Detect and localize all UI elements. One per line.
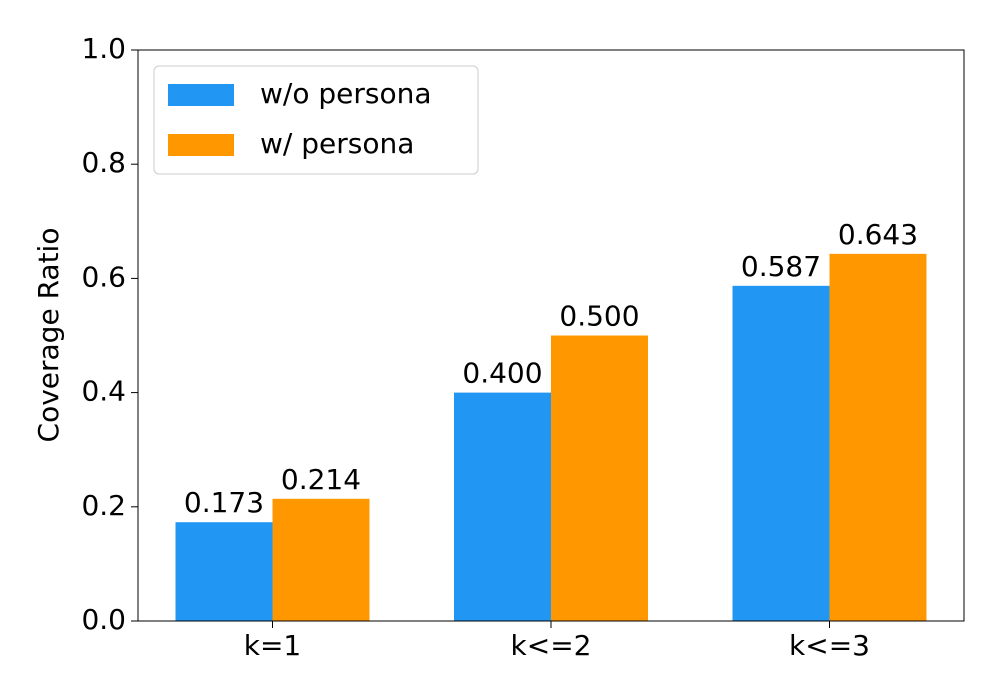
y-tick-label: 1.0 bbox=[81, 32, 126, 65]
value-label: 0.214 bbox=[281, 463, 361, 496]
bar bbox=[829, 253, 927, 622]
x-tick-label: k=1 bbox=[244, 629, 302, 662]
legend-label: w/ persona bbox=[260, 127, 414, 160]
legend-swatch bbox=[168, 84, 234, 106]
value-label: 0.587 bbox=[741, 250, 821, 283]
legend-swatch bbox=[168, 134, 234, 156]
bar bbox=[175, 522, 273, 621]
legend-label: w/o persona bbox=[260, 77, 432, 110]
y-axis-label: Coverage Ratio bbox=[32, 228, 65, 443]
bar bbox=[272, 498, 370, 621]
bar bbox=[454, 392, 551, 621]
y-tick-label: 0.6 bbox=[81, 260, 126, 293]
value-label: 0.500 bbox=[559, 300, 639, 333]
bar bbox=[732, 285, 830, 621]
value-label: 0.400 bbox=[462, 357, 542, 390]
y-tick-label: 0.0 bbox=[81, 603, 126, 636]
bar bbox=[551, 335, 648, 621]
x-tick-label: k<=2 bbox=[511, 629, 592, 662]
x-tick-label: k<=3 bbox=[789, 629, 870, 662]
y-tick-label: 0.8 bbox=[81, 146, 126, 179]
y-tick-label: 0.2 bbox=[81, 489, 126, 522]
value-label: 0.173 bbox=[184, 486, 264, 519]
value-label: 0.643 bbox=[838, 218, 918, 251]
y-tick-label: 0.4 bbox=[81, 375, 126, 408]
plot-frame bbox=[137, 49, 965, 622]
legend-frame bbox=[153, 65, 479, 175]
